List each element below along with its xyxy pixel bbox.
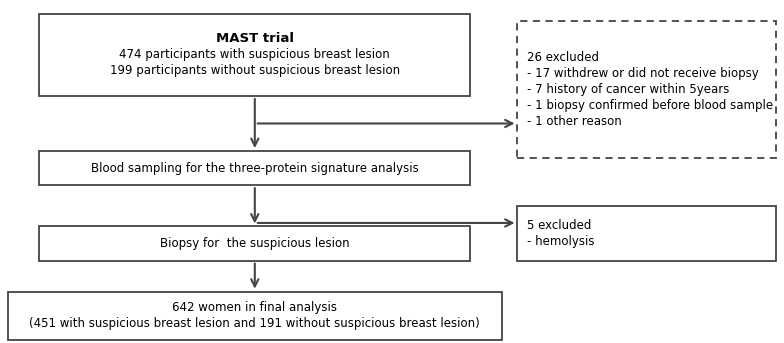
FancyBboxPatch shape: [517, 21, 776, 158]
Text: 642 women in final analysis: 642 women in final analysis: [172, 301, 337, 314]
Text: - 17 withdrew or did not receive biopsy: - 17 withdrew or did not receive biopsy: [527, 67, 759, 80]
Text: Biopsy for  the suspicious lesion: Biopsy for the suspicious lesion: [160, 237, 350, 250]
FancyBboxPatch shape: [39, 151, 470, 185]
FancyBboxPatch shape: [39, 14, 470, 96]
Text: 474 participants with suspicious breast lesion: 474 participants with suspicious breast …: [119, 48, 390, 61]
FancyBboxPatch shape: [517, 206, 776, 261]
Text: (451 with suspicious breast lesion and 191 without suspicious breast lesion): (451 with suspicious breast lesion and 1…: [30, 317, 480, 330]
Text: - 1 other reason: - 1 other reason: [527, 115, 622, 128]
Text: - hemolysis: - hemolysis: [527, 235, 594, 248]
Text: Blood sampling for the three-protein signature analysis: Blood sampling for the three-protein sig…: [91, 162, 419, 175]
FancyBboxPatch shape: [39, 226, 470, 261]
Text: - 7 history of cancer within 5years: - 7 history of cancer within 5years: [527, 83, 729, 96]
Text: MAST trial: MAST trial: [216, 32, 294, 45]
Text: 5 excluded: 5 excluded: [527, 219, 591, 232]
Text: 199 participants without suspicious breast lesion: 199 participants without suspicious brea…: [110, 64, 400, 78]
Text: - 1 biopsy confirmed before blood sample: - 1 biopsy confirmed before blood sample: [527, 99, 773, 112]
Text: 26 excluded: 26 excluded: [527, 51, 599, 64]
FancyBboxPatch shape: [8, 292, 502, 340]
